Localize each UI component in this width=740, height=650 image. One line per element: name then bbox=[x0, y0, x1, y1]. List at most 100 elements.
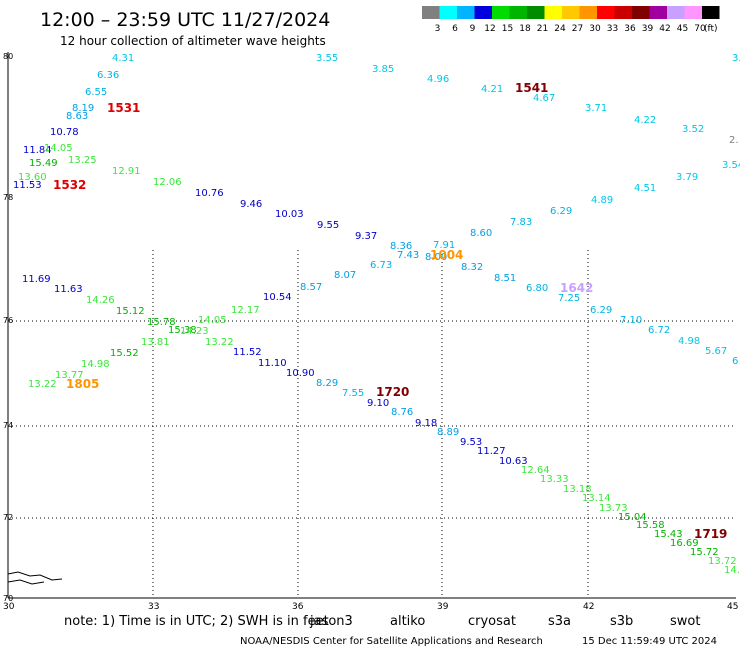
scale-swatch bbox=[614, 6, 632, 19]
scale-swatch bbox=[649, 6, 667, 19]
scale-label: 3 bbox=[435, 24, 441, 34]
wave-height-value: 3.85 bbox=[372, 64, 394, 75]
lat-label: 80 bbox=[3, 52, 13, 61]
wave-height-value: 11.27 bbox=[477, 446, 506, 457]
satellite-legend-s3b: s3b bbox=[610, 614, 633, 629]
note-text: note: 1) Time is in UTC; 2) SWH is in fe… bbox=[64, 614, 329, 629]
wave-height-value: 3.54 bbox=[722, 160, 740, 171]
wave-height-value: 7.91 bbox=[433, 240, 455, 251]
wave-height-value: 10.78 bbox=[50, 127, 79, 138]
wave-height-value: 4.51 bbox=[634, 183, 656, 194]
wave-height-value: 6 bbox=[732, 356, 738, 367]
wave-height-value: 7.25 bbox=[558, 293, 580, 304]
wave-height-value: 7.10 bbox=[620, 315, 642, 326]
lon-label: 30 bbox=[3, 602, 15, 612]
wave-height-value: 6.80 bbox=[526, 283, 548, 294]
satellite-legend-swot: swot bbox=[670, 614, 700, 629]
wave-height-value: 15.43 bbox=[654, 529, 683, 540]
wave-height-value: 3.79 bbox=[676, 172, 698, 183]
wave-height-value: 6.36 bbox=[97, 70, 119, 81]
wave-height-value: 9.18 bbox=[415, 418, 437, 429]
wave-height-value: 4.21 bbox=[481, 84, 503, 95]
satellite-legend-altiko: altiko bbox=[390, 614, 425, 629]
wave-height-value: 15.72 bbox=[690, 547, 719, 558]
wave-height-value: 4.98 bbox=[678, 336, 700, 347]
map-title: 12:00 – 23:59 UTC 11/27/2024 bbox=[40, 9, 330, 31]
scale-unit: (ft) bbox=[704, 24, 718, 34]
scale-label: 27 bbox=[572, 24, 583, 34]
longitude-labels: 30 33 36 39 42 45 bbox=[3, 602, 738, 612]
scale-swatch bbox=[509, 6, 527, 19]
wave-height-value: 9.46 bbox=[240, 199, 262, 210]
wave-height-value: 14. bbox=[724, 565, 740, 576]
scale-swatch bbox=[597, 6, 615, 19]
wave-height-value: 4.96 bbox=[427, 74, 449, 85]
scale-swatch bbox=[544, 6, 562, 19]
scale-swatch bbox=[457, 6, 475, 19]
wave-height-value: 3. bbox=[732, 53, 740, 64]
note-line: note: 1) Time is in UTC; 2) SWH is in fe… bbox=[64, 614, 700, 629]
scale-label: 39 bbox=[642, 24, 654, 34]
scale-label: 30 bbox=[589, 24, 601, 34]
pass-time-label: 1805 bbox=[66, 377, 99, 391]
scale-label: 21 bbox=[537, 24, 548, 34]
wave-height-value: 4.22 bbox=[634, 115, 656, 126]
wave-height-value: 10.54 bbox=[263, 292, 292, 303]
scale-label: 6 bbox=[452, 24, 458, 34]
lon-label: 45 bbox=[727, 602, 738, 612]
coastline bbox=[7, 571, 63, 585]
wave-height-value: 4.89 bbox=[591, 195, 613, 206]
wave-height-value: 13.25 bbox=[68, 155, 97, 166]
lon-label: 36 bbox=[292, 602, 304, 612]
color-scale-legend: 3 6 9 12 15 18 21 24 27 30 33 36 39 42 45 70(ft) bbox=[422, 6, 720, 34]
credit-timestamp: 15 Dec 11:59:49 UTC 2024 bbox=[582, 636, 717, 647]
map-subtitle: 12 hour collection of altimeter wave hei… bbox=[60, 34, 326, 48]
wave-height-value: 9.53 bbox=[460, 437, 482, 448]
wave-height-value: 10.63 bbox=[499, 456, 528, 467]
pass-time-label: 1642 bbox=[560, 281, 593, 295]
wave-height-value: 16.69 bbox=[670, 538, 699, 549]
wave-height-value: 4.31 bbox=[112, 53, 134, 64]
wave-height-value: 12.91 bbox=[112, 166, 141, 177]
wave-height-value: 14.26 bbox=[86, 295, 115, 306]
wave-height-value: 11.52 bbox=[233, 347, 262, 358]
wave-height-value: 9.10 bbox=[367, 398, 389, 409]
wave-height-value: 14.98 bbox=[81, 359, 110, 370]
wave-height-value: 8.76 bbox=[391, 407, 413, 418]
wave-height-value: 15.38 bbox=[168, 325, 197, 336]
wave-height-value: 2. bbox=[729, 135, 739, 146]
wave-height-value: 11.10 bbox=[258, 358, 287, 369]
scale-label: 45 bbox=[677, 24, 688, 34]
wave-height-value: 10.03 bbox=[275, 209, 304, 220]
wave-height-value: 12.17 bbox=[231, 305, 260, 316]
scale-swatch bbox=[474, 6, 492, 19]
scale-label: 15 bbox=[502, 24, 513, 34]
wave-height-value: 5.67 bbox=[705, 346, 727, 357]
scale-label: 42 bbox=[659, 24, 670, 34]
wave-height-value: 14.23 bbox=[180, 326, 209, 337]
wave-height-value: 10.90 bbox=[286, 368, 315, 379]
wave-height-value: 6.72 bbox=[648, 325, 670, 336]
lat-label: 72 bbox=[3, 513, 13, 522]
scale-swatch bbox=[702, 6, 720, 19]
lat-label: 74 bbox=[3, 421, 13, 430]
wave-height-value: 13.72 bbox=[708, 556, 737, 567]
wave-height-value: 13.77 bbox=[55, 370, 84, 381]
wave-height-value: 3.52 bbox=[682, 124, 704, 135]
wave-height-value: 3.55 bbox=[316, 53, 338, 64]
wave-height-value: 14.05 bbox=[44, 143, 73, 154]
lat-label: 76 bbox=[3, 316, 13, 325]
wave-height-value: 15.49 bbox=[29, 158, 58, 169]
wave-height-value: 8.32 bbox=[461, 262, 483, 273]
wave-observations: 4.31 6.36 6.55 8.19 8.63 10.78 11.84 14.… bbox=[13, 53, 740, 576]
wave-height-value: 6.73 bbox=[370, 260, 392, 271]
scale-label: 36 bbox=[624, 24, 636, 34]
wave-height-value: 13.14 bbox=[582, 493, 611, 504]
wave-height-value: 7.43 bbox=[397, 250, 419, 261]
wave-height-value: 11.53 bbox=[13, 180, 42, 191]
wave-height-value: 15.58 bbox=[636, 520, 665, 531]
wave-height-value: 13.22 bbox=[205, 337, 234, 348]
wave-height-value: 15.78 bbox=[147, 317, 176, 328]
scale-swatch bbox=[632, 6, 650, 19]
